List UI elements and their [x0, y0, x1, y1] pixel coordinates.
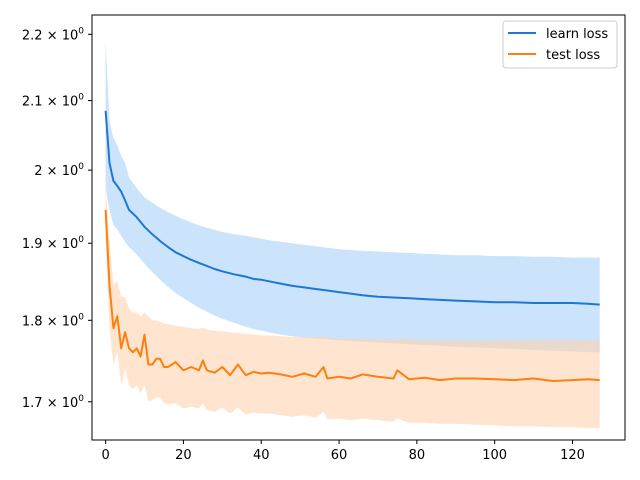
- y-tick-label: 2 × 100: [34, 162, 84, 179]
- plot-frame: [91, 14, 626, 441]
- line-test-loss: [104, 209, 600, 382]
- x-tick-label: 0: [101, 448, 109, 463]
- line-learn-loss: [104, 110, 600, 306]
- y-axis-ticks: 1.7 × 100 1.8 × 100 1.9 × 100 2 × 100 2.1 × …: [22, 26, 92, 411]
- legend: learn loss test loss: [502, 20, 618, 69]
- x-tick-label: 120: [560, 448, 585, 463]
- y-tick-label: 2.2 × 100: [22, 26, 84, 43]
- x-axis-ticks: 0 20 40 60 80 100 120: [101, 440, 585, 463]
- series-lines: [104, 110, 600, 382]
- x-tick-label: 60: [331, 448, 348, 463]
- legend-label-test-loss: test loss: [546, 48, 600, 63]
- confidence-bands: [105, 40, 600, 428]
- band-learn-loss: [105, 40, 600, 353]
- x-tick-label: 80: [409, 448, 426, 463]
- y-tick-label: 1.8 × 100: [22, 312, 84, 329]
- x-tick-label: 100: [482, 448, 507, 463]
- y-tick-label: 1.9 × 100: [22, 235, 84, 252]
- band-test-loss: [105, 188, 600, 428]
- y-tick-label: 1.7 × 100: [22, 394, 84, 411]
- x-tick-label: 20: [175, 448, 192, 463]
- legend-label-learn-loss: learn loss: [546, 27, 608, 42]
- y-tick-label: 2.1 × 100: [22, 93, 84, 110]
- x-tick-label: 40: [253, 448, 270, 463]
